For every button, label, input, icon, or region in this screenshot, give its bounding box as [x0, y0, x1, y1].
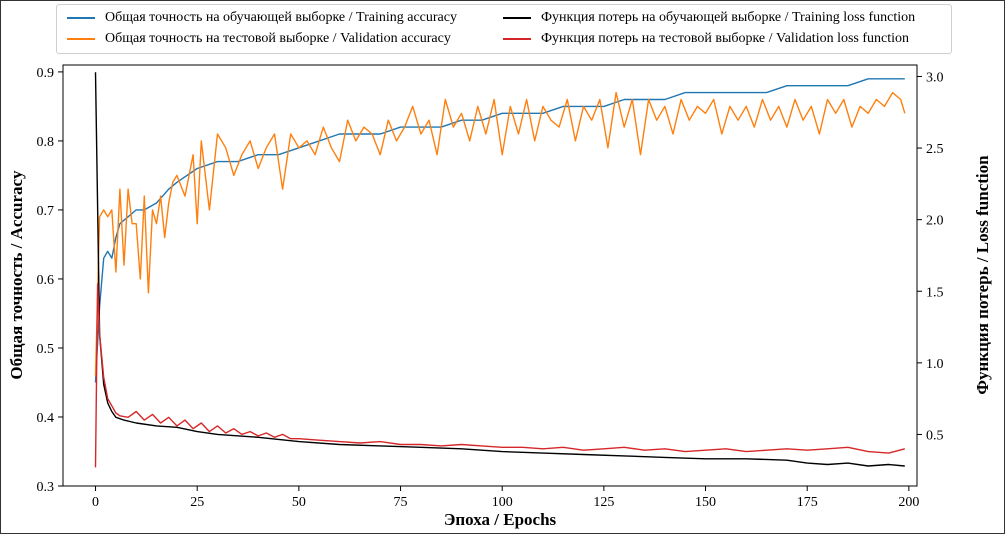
- y-left-tick-label: 0.4: [37, 411, 55, 426]
- x-tick-label: 75: [394, 495, 408, 510]
- y-right-tick-label: 2.5: [926, 142, 944, 157]
- legend: Общая точность на обучающей выборке / Tr…: [56, 4, 952, 54]
- x-tick-label: 0: [92, 495, 99, 510]
- legend-label-training-loss: Функция потерь на обучающей выборке / Tr…: [541, 10, 916, 25]
- x-tick-label: 100: [492, 495, 513, 510]
- x-tick-label: 50: [292, 495, 306, 510]
- series-line-validation-accuracy: [94, 91, 906, 376]
- y-right-tick-label: 0.5: [926, 428, 944, 443]
- legend-label-training-accuracy: Общая точность на обучающей выборке / Tr…: [105, 10, 457, 25]
- legend-swatch-training-loss: [503, 17, 531, 19]
- x-tick-label: 175: [797, 495, 818, 510]
- legend-item-validation-accuracy: Общая точность на тестовой выборке / Val…: [67, 31, 451, 47]
- legend-item-training-loss: Функция потерь на обучающей выборке / Tr…: [503, 10, 915, 26]
- legend-swatch-training-accuracy: [67, 17, 95, 19]
- x-tick-label: 25: [190, 495, 204, 510]
- x-tick-label: 150: [695, 495, 716, 510]
- series-line-training-loss: [94, 72, 905, 467]
- y-left-tick-label: 0.7: [37, 204, 55, 219]
- y-left-tick-label: 0.9: [37, 66, 55, 81]
- x-tick-label: 125: [593, 495, 614, 510]
- y-left-tick-label: 0.8: [37, 135, 55, 150]
- ticks-layer: 0 25 50 75 100 125 150 175 200 0.3 0.4 0.5 0.6 0.7 0.8…: [37, 66, 944, 510]
- y-left-axis-title: Общая точность / Accuracy: [7, 170, 26, 380]
- x-tick-label: 200: [898, 495, 919, 510]
- y-left-tick-label: 0.5: [37, 342, 55, 357]
- x-axis-title: Эпоха / Epochs: [444, 510, 557, 529]
- legend-item-training-accuracy: Общая точность на обучающей выборке / Tr…: [67, 10, 457, 26]
- y-right-tick-label: 1.5: [926, 285, 944, 300]
- y-right-tick-label: 1.0: [926, 357, 944, 372]
- legend-swatch-validation-loss: [503, 38, 531, 40]
- legend-label-validation-accuracy: Общая точность на тестовой выборке / Val…: [105, 31, 451, 46]
- legend-swatch-validation-accuracy: [67, 38, 95, 40]
- y-right-axis-title: Функция потерь / Loss function: [973, 155, 992, 395]
- y-right-tick-label: 2.0: [926, 214, 944, 229]
- series-line-validation-loss: [94, 283, 905, 468]
- y-left-tick-label: 0.3: [37, 480, 55, 495]
- legend-label-validation-loss: Функция потерь на тестовой выборке / Val…: [541, 31, 910, 46]
- plot-area-frame: [62, 64, 918, 487]
- y-left-tick-label: 0.6: [37, 273, 55, 288]
- y-right-tick-label: 3.0: [926, 70, 944, 85]
- series-layer: [94, 72, 906, 468]
- legend-item-validation-loss: Функция потерь на тестовой выборке / Val…: [503, 31, 909, 47]
- series-line-training-accuracy: [94, 78, 905, 383]
